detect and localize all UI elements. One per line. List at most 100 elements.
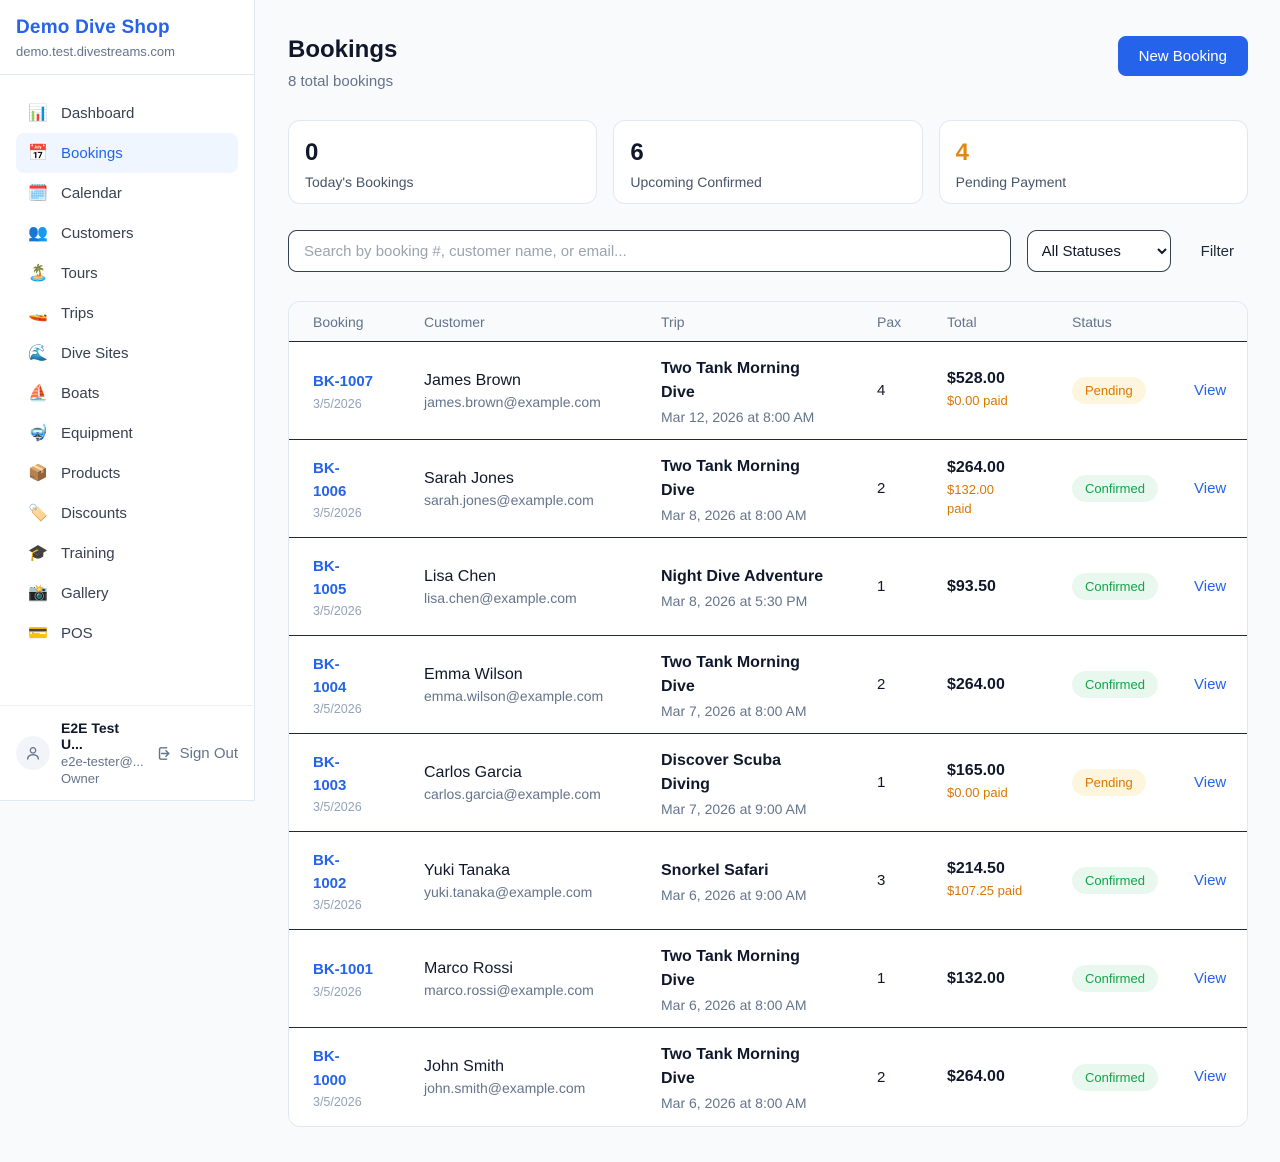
status-filter-select[interactable]: All Statuses [1026, 230, 1171, 272]
sign-out-button[interactable]: Sign Out [156, 745, 238, 762]
sidebar-item-boats[interactable]: ⛵ Boats [16, 373, 238, 413]
column-header-status: Status [1072, 313, 1112, 330]
sidebar-item-dashboard[interactable]: 📊 Dashboard [16, 93, 238, 133]
booking-id-link[interactable]: BK-1007 [313, 373, 374, 391]
sidebar-item-label: Dive Sites [61, 344, 129, 362]
booking-date: 3/5/2026 [313, 506, 362, 521]
new-booking-button[interactable]: New Booking [1117, 36, 1248, 76]
column-header-booking: Booking [313, 313, 364, 330]
status-badge: Pending [1072, 769, 1146, 796]
table-row: BK- 1005 3/5/2026 Lisa Chen lisa.chen@ex… [289, 538, 1247, 636]
booking-id-link[interactable]: BK- 1003 [313, 753, 347, 794]
cell-total: $165.00 $0.00 paid [947, 762, 1072, 803]
sidebar-nav: 📊 Dashboard 📅 Bookings 🗓️ Calendar 👥 Cus… [0, 75, 254, 705]
cell-customer: Lisa Chen lisa.chen@example.com [424, 568, 661, 606]
user-name: E2E Test U... [61, 720, 120, 752]
filter-button[interactable]: Filter [1187, 243, 1248, 260]
paid-amount: $0.00 paid [947, 785, 1008, 801]
booking-id-link[interactable]: BK- 1005 [313, 557, 347, 598]
sidebar-item-label: Bookings [61, 144, 123, 162]
status-badge: Confirmed [1072, 867, 1158, 894]
cell-actions: View [1194, 970, 1226, 988]
user-email: e2e-tester@... [61, 754, 144, 769]
trip-name: Night Dive Adventure [661, 567, 824, 585]
sidebar-item-products[interactable]: 📦 Products [16, 453, 238, 493]
booking-id-link[interactable]: BK- 1006 [313, 459, 347, 500]
trip-name: Two Tank Morning Dive [661, 947, 800, 989]
sidebar-item-label: Dashboard [61, 104, 135, 122]
table-row: BK- 1004 3/5/2026 Emma Wilson emma.wilso… [289, 636, 1247, 734]
sidebar-item-bookings[interactable]: 📅 Bookings [16, 133, 238, 173]
page-subtitle: 8 total bookings [288, 73, 394, 90]
view-link[interactable]: View [1194, 577, 1227, 595]
customer-email: john.smith@example.com [424, 1080, 586, 1096]
cell-status: Confirmed [1072, 867, 1194, 894]
sidebar-item-label: Training [61, 544, 115, 562]
customer-name: James Brown [424, 371, 521, 389]
trip-time: Mar 8, 2026 at 8:00 AM [661, 506, 807, 523]
sidebar-item-gallery[interactable]: 📸 Gallery [16, 573, 238, 613]
view-link[interactable]: View [1194, 479, 1227, 497]
customer-email: sarah.jones@example.com [424, 491, 594, 508]
sidebar-item-calendar[interactable]: 🗓️ Calendar [16, 173, 238, 213]
person-icon [27, 747, 39, 760]
trips-icon: 🚤 [28, 305, 48, 322]
search-input[interactable] [288, 230, 1011, 272]
cell-pax: 4 [877, 382, 886, 399]
cell-actions: View [1194, 774, 1226, 792]
cell-trip: Two Tank Morning Dive Mar 12, 2026 at 8:… [661, 357, 877, 425]
cell-actions: View [1194, 480, 1226, 498]
status-badge: Pending [1072, 377, 1146, 404]
table-row: BK- 1002 3/5/2026 Yuki Tanaka yuki.tanak… [289, 832, 1247, 930]
customer-name: Marco Rossi [424, 959, 513, 977]
cell-status: Confirmed [1072, 965, 1194, 992]
status-badge: Confirmed [1072, 573, 1158, 600]
sidebar-item-equipment[interactable]: 🤿 Equipment [16, 413, 238, 453]
customer-name: John Smith [424, 1058, 505, 1075]
paid-amount: $0.00 paid [947, 393, 1008, 409]
sidebar-item-label: Gallery [61, 584, 109, 602]
cell-customer: Marco Rossi marco.rossi@example.com [424, 960, 661, 998]
view-link[interactable]: View [1194, 969, 1227, 987]
booking-id-link[interactable]: BK- 1000 [313, 1048, 347, 1089]
customer-name: Emma Wilson [424, 665, 523, 683]
view-link[interactable]: View [1194, 381, 1227, 399]
sidebar-item-tours[interactable]: 🏝️ Tours [16, 253, 238, 293]
view-link[interactable]: View [1194, 773, 1227, 791]
sidebar-item-customers[interactable]: 👥 Customers [16, 213, 238, 253]
cell-total: $132.00 [947, 970, 1072, 988]
sidebar-item-dive-sites[interactable]: 🌊 Dive Sites [16, 333, 238, 373]
total-amount: $264.00 [947, 675, 1005, 693]
column-header-pax: Pax [877, 313, 902, 330]
shop-domain: demo.test.divestreams.com [16, 44, 175, 59]
booking-date: 3/5/2026 [313, 984, 362, 999]
sidebar-item-pos[interactable]: 💳 POS [16, 613, 238, 653]
booking-id-link[interactable]: BK- 1002 [313, 851, 347, 892]
table-row: BK- 1006 3/5/2026 Sarah Jones sarah.jone… [289, 440, 1247, 538]
stat-value: 4 [955, 139, 970, 166]
cell-trip: Two Tank Morning Dive Mar 6, 2026 at 8:0… [661, 945, 877, 1013]
booking-id-link[interactable]: BK-1001 [313, 961, 374, 979]
sidebar-item-discounts[interactable]: 🏷️ Discounts [16, 493, 238, 533]
status-badge: Confirmed [1072, 1063, 1158, 1091]
cell-booking: BK- 1005 3/5/2026 [313, 555, 424, 619]
total-amount: $264.00 [947, 1068, 1005, 1085]
sidebar-item-label: Equipment [61, 424, 133, 442]
user-role: Owner [61, 771, 100, 786]
discounts-icon: 🏷️ [28, 505, 48, 522]
sidebar-item-trips[interactable]: 🚤 Trips [16, 293, 238, 333]
view-link[interactable]: View [1194, 871, 1227, 889]
booking-id-link[interactable]: BK- 1004 [313, 655, 347, 696]
cell-booking: BK- 1003 3/5/2026 [313, 751, 424, 815]
sidebar: Demo Dive Shop demo.test.divestreams.com… [0, 0, 255, 801]
customer-name: Lisa Chen [424, 567, 497, 585]
table-row: BK-1007 3/5/2026 James Brown james.brown… [289, 342, 1247, 440]
customer-email: james.brown@example.com [424, 393, 601, 410]
main-content: Bookings 8 total bookings New Booking 0 … [255, 0, 1280, 1127]
bookings-icon: 📅 [28, 145, 48, 162]
stat-card-upcoming-confirmed: 6 Upcoming Confirmed [613, 120, 923, 204]
view-link[interactable]: View [1194, 1068, 1227, 1085]
sidebar-item-training[interactable]: 🎓 Training [16, 533, 238, 573]
view-link[interactable]: View [1194, 675, 1227, 693]
stat-value: 0 [305, 139, 319, 166]
